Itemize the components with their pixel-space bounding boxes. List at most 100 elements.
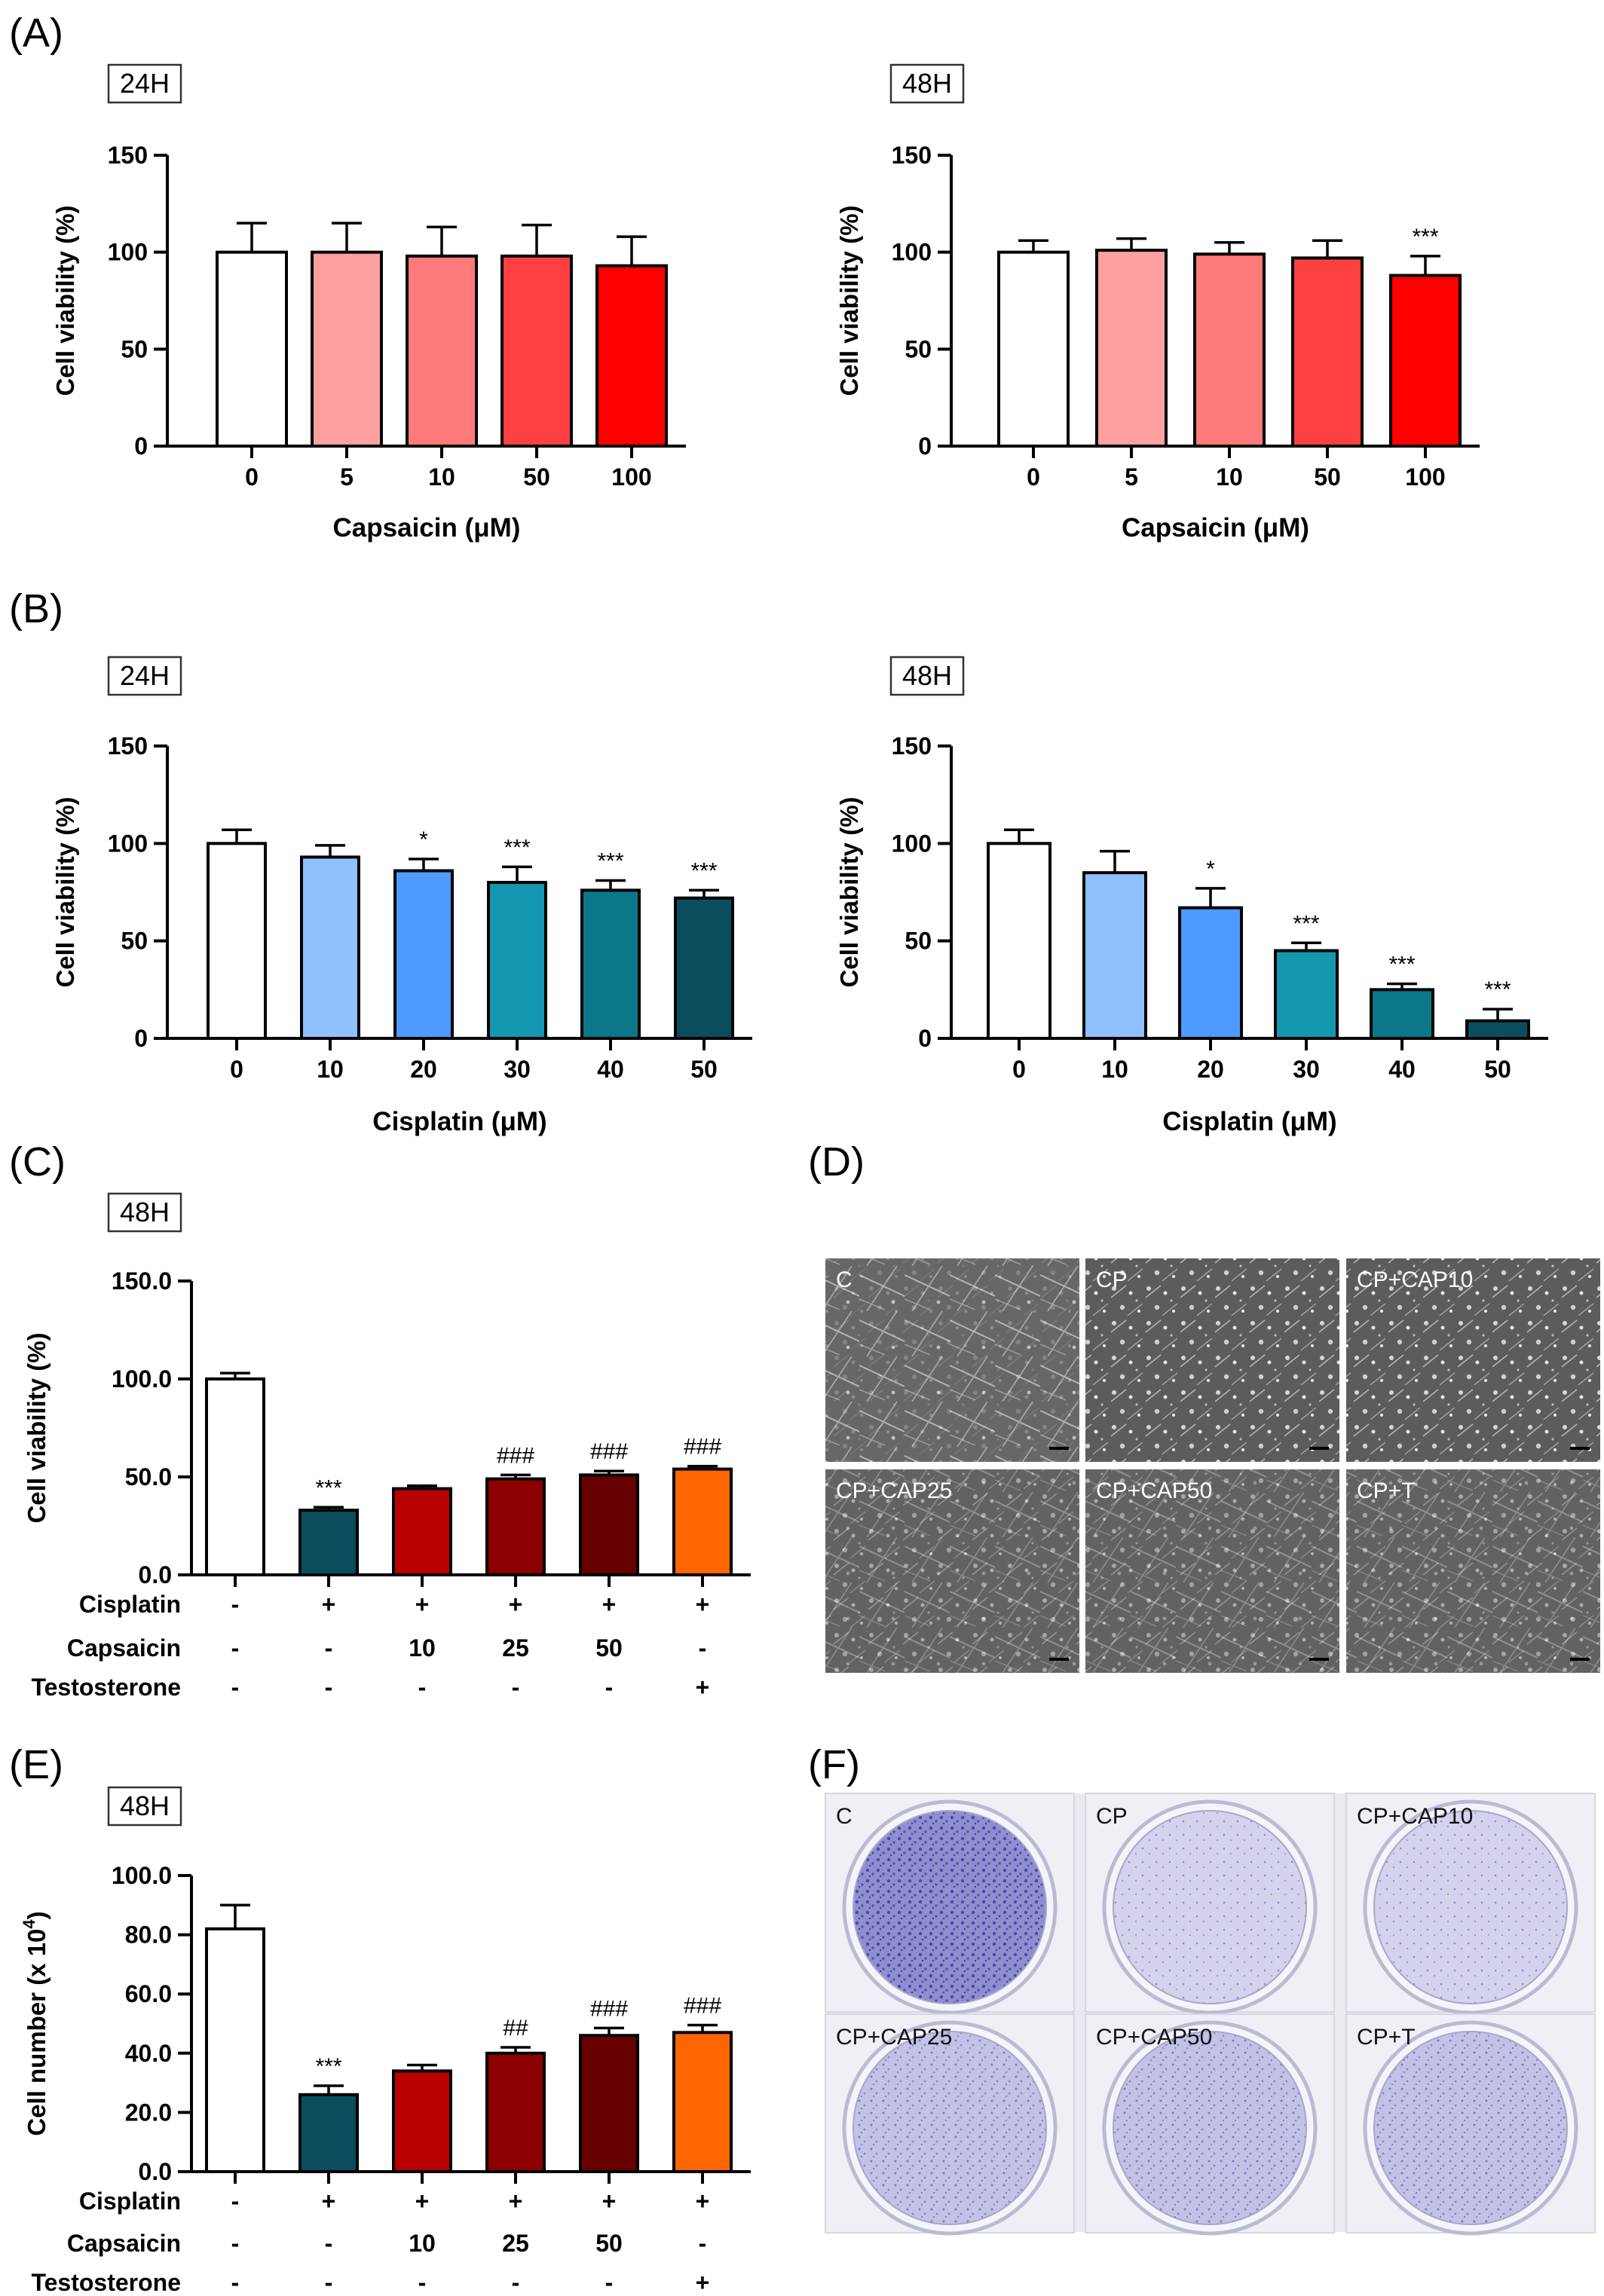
- bar: [298, 2093, 359, 2174]
- bar: [1274, 949, 1339, 1040]
- condition-row-label: Capsaicin: [67, 2230, 181, 2257]
- significance-label: ***: [597, 848, 623, 873]
- bar: [672, 2031, 733, 2174]
- y-tick-label: 80.0: [125, 1921, 172, 1949]
- x-tick-label: 0: [245, 463, 259, 491]
- bar: [207, 842, 267, 1041]
- bar: [300, 855, 360, 1040]
- condition-row-label: Cisplatin: [79, 2187, 181, 2215]
- bar: [393, 869, 454, 1040]
- micrograph-texture: [1346, 1469, 1600, 1673]
- bar: [1082, 871, 1147, 1040]
- time-tag: 48H: [107, 1192, 182, 1233]
- y-axis-label-end: ): [23, 1911, 51, 1919]
- x-tick-label: 30: [504, 1056, 531, 1083]
- y-tick-label: 20.0: [125, 2099, 172, 2126]
- y-tick-label: 100: [892, 239, 932, 266]
- plate-grid: C CP CP+CAP10 CP+CAP25 CP+CAP50 CP+T: [825, 1793, 1596, 2236]
- condition-row-label: Testosterone: [31, 1674, 181, 1701]
- micrograph-label: CP+T: [1357, 1478, 1416, 1503]
- time-tag: 48H: [889, 63, 965, 104]
- condition-cell: -: [699, 2230, 707, 2257]
- micrograph-label: CP+CAP50: [1096, 1478, 1212, 1503]
- y-axis-label-text: Cell viability (%): [835, 796, 863, 987]
- y-tick-label: 50.0: [125, 1463, 172, 1490]
- x-tick-label: 10: [317, 1056, 344, 1083]
- plate-label: CP+CAP10: [1357, 1804, 1473, 1829]
- micrograph-label: CP: [1096, 1267, 1128, 1292]
- plate-2: CP: [1085, 1793, 1335, 2015]
- significance-label: ###: [684, 1993, 721, 2018]
- micrograph-3: CP+CAP10: [1346, 1258, 1600, 1462]
- y-axis-label-text: Cell viability (%): [23, 1332, 51, 1523]
- plate-label: CP+T: [1357, 2025, 1416, 2050]
- significance-label: ##: [503, 2016, 528, 2041]
- y-tick-label: 50: [121, 335, 148, 362]
- bar: [485, 1477, 546, 1576]
- bar: [487, 881, 547, 1040]
- y-tick-label: 50: [905, 928, 932, 955]
- condition-cell: +: [322, 1591, 336, 1618]
- condition-cell: -: [418, 2269, 427, 2296]
- micrograph-label: CP+CAP25: [836, 1478, 952, 1503]
- plate-1: C: [825, 1793, 1075, 2015]
- y-tick-label: 100.0: [112, 1862, 172, 1889]
- plate-5: CP+CAP50: [1085, 2013, 1335, 2236]
- time-tag: 48H: [107, 1786, 182, 1827]
- time-tag-box: [107, 656, 182, 696]
- time-tag-box: [889, 656, 965, 696]
- y-tick-label: 50: [121, 928, 148, 955]
- panel-label-b: (B): [9, 586, 63, 631]
- condition-cell: -: [231, 1591, 240, 1618]
- bar: [987, 842, 1051, 1041]
- condition-cell: 25: [502, 2230, 529, 2257]
- plate-6: CP+T: [1345, 2013, 1596, 2236]
- x-tick-label: 10: [1216, 463, 1243, 491]
- condition-cell: -: [231, 2269, 240, 2296]
- y-axis-label-text: Cell viability (%): [51, 796, 79, 987]
- condition-cell: -: [325, 1634, 333, 1662]
- condition-cell: +: [602, 2187, 617, 2215]
- condition-cell: -: [512, 2269, 520, 2296]
- condition-cell: 50: [595, 1634, 623, 1662]
- micrograph-texture: [1346, 1258, 1600, 1462]
- condition-row-label: Capsaicin: [67, 1634, 181, 1662]
- significance-label: ***: [504, 835, 530, 860]
- condition-cell: -: [325, 1674, 333, 1701]
- panel-label-c: (C): [9, 1139, 66, 1185]
- y-tick-label: 100.0: [112, 1365, 172, 1393]
- y-tick-label: 40.0: [125, 2040, 172, 2067]
- x-tick-label: 10: [1101, 1056, 1128, 1083]
- condition-cell: -: [231, 1674, 240, 1701]
- y-tick-label: 0.0: [139, 2158, 172, 2185]
- x-tick-label: 0: [230, 1056, 243, 1083]
- condition-cell: -: [512, 1674, 520, 1701]
- significance-label: ***: [1484, 977, 1511, 1002]
- condition-cell: -: [325, 2230, 333, 2257]
- condition-row-label: Cisplatin: [79, 1591, 181, 1618]
- bar: [579, 1473, 639, 1577]
- x-tick-label: 100: [611, 463, 651, 491]
- bar: [392, 1487, 452, 1576]
- y-axis-label: Cell viability (%): [51, 205, 79, 396]
- y-tick-label: 0: [134, 433, 148, 460]
- y-axis-label: Cell viability (%): [23, 1332, 51, 1523]
- plate-well-stain: [1113, 1810, 1307, 2004]
- y-axis-label: Cell viability (%): [835, 796, 863, 987]
- y-axis-label-sup: 4: [20, 1919, 38, 1929]
- x-tick-label: 50: [690, 1056, 718, 1083]
- condition-cell: -: [605, 1674, 614, 1701]
- y-axis-label: Cell number (x 104): [20, 1911, 51, 2135]
- panel-label-a: (A): [9, 11, 63, 56]
- bar: [485, 2051, 546, 2174]
- y-axis-label-text: Cell viability (%): [835, 205, 863, 396]
- y-tick-label: 100: [108, 830, 148, 857]
- bar: [1465, 1019, 1530, 1040]
- y-tick-label: 50: [905, 335, 932, 362]
- bar: [1389, 274, 1462, 448]
- chart-4: 48H 0 50 100 150 Cell viability (%) 0 10 * 20 *** 3…: [835, 656, 1548, 1136]
- x-tick-label: 30: [1293, 1056, 1320, 1083]
- bar: [1370, 988, 1434, 1041]
- bar: [311, 250, 383, 448]
